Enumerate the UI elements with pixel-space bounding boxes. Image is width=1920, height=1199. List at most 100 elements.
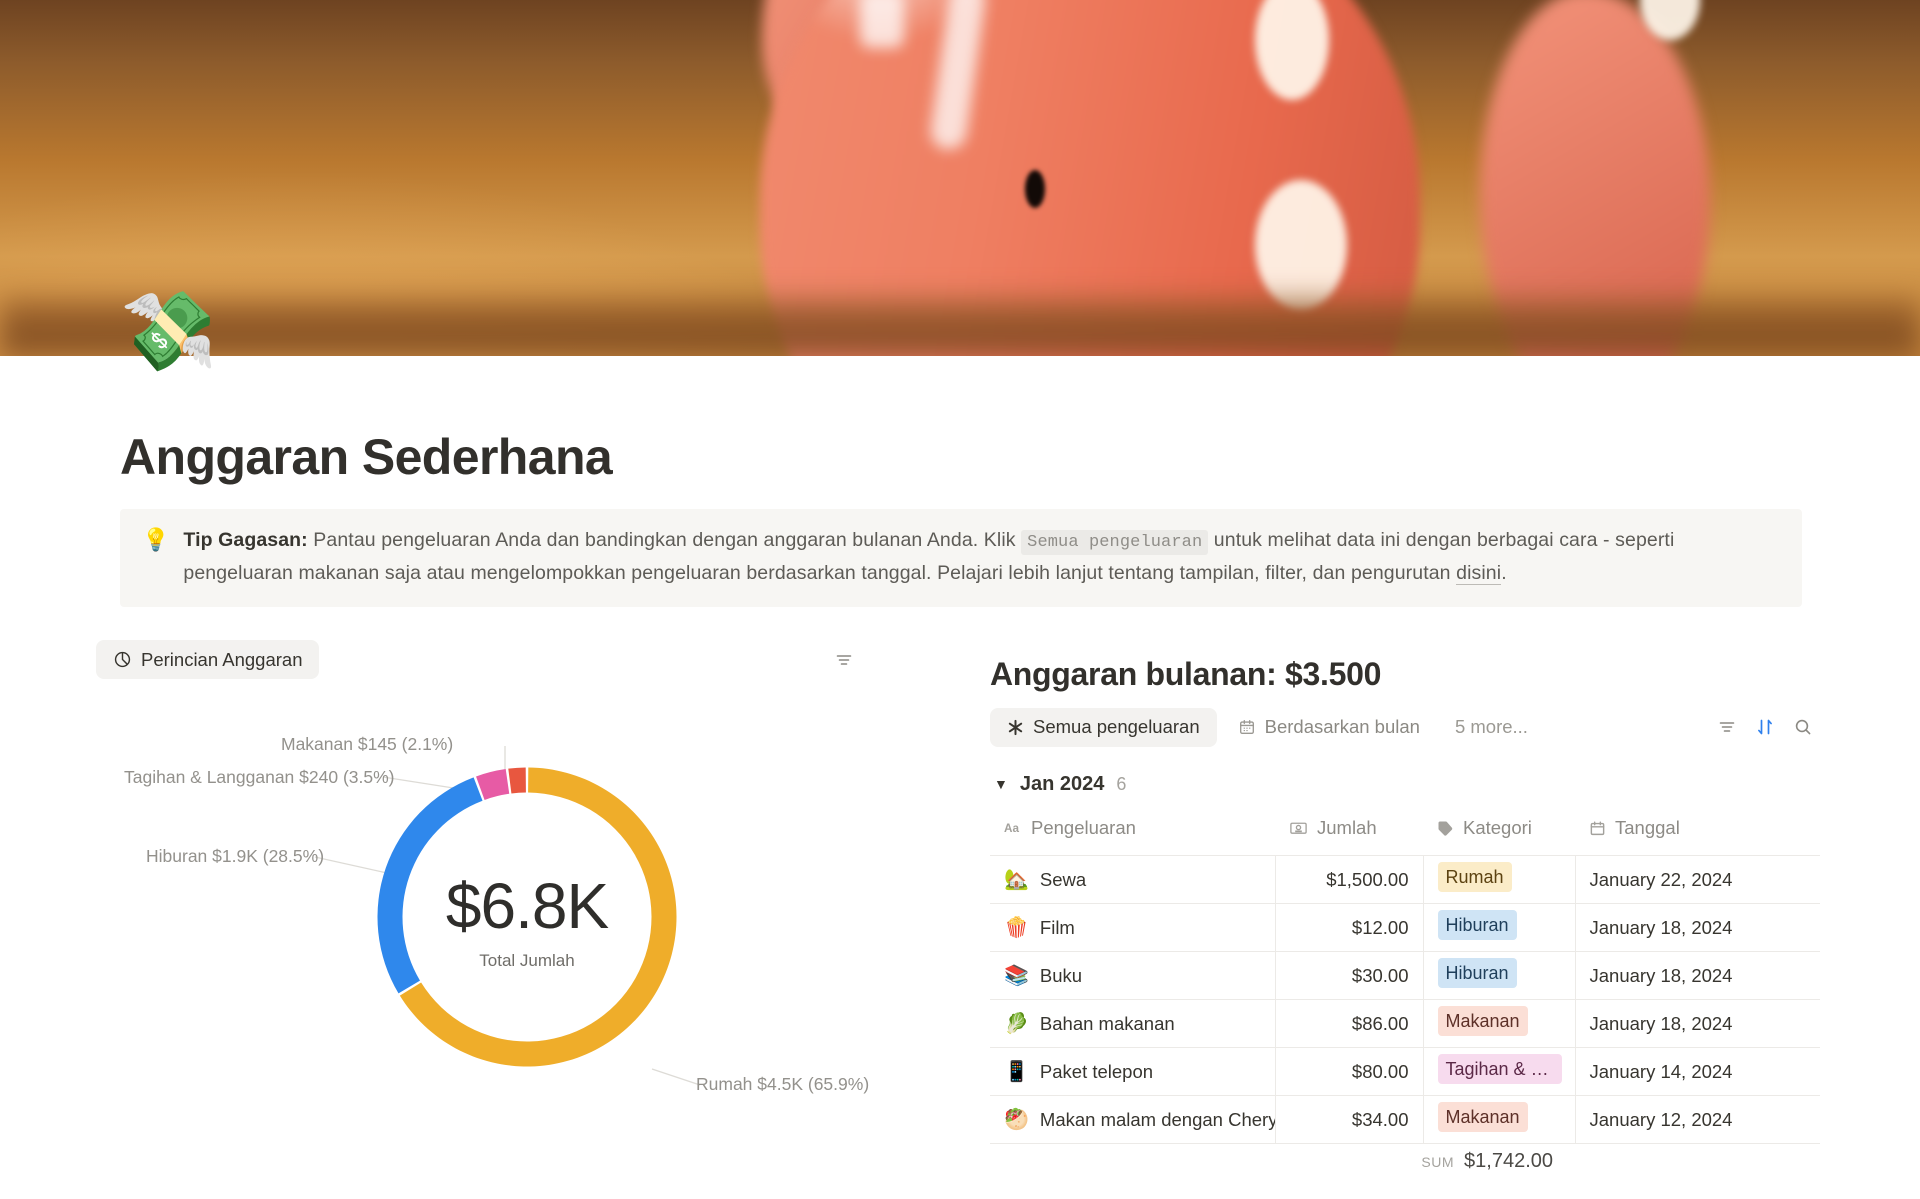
- category-tag: Hiburan: [1437, 958, 1517, 988]
- table-body: 🏡 Sewa $1,500.00 Rumah January 22, 2024 🍿 Film…: [990, 855, 1820, 1144]
- table-row[interactable]: 🏡 Sewa $1,500.00 Rumah January 22, 2024: [990, 855, 1820, 904]
- more-views-button[interactable]: 5 more...: [1454, 716, 1528, 737]
- cell-tanggal[interactable]: January 14, 2024: [1575, 1047, 1820, 1096]
- cell-tanggal[interactable]: January 22, 2024: [1575, 855, 1820, 904]
- cell-tanggal[interactable]: January 18, 2024: [1575, 999, 1820, 1048]
- page-emoji-icon[interactable]: 💸: [120, 287, 218, 375]
- cell-jumlah[interactable]: $34.00: [1275, 1095, 1424, 1144]
- cell-kategori[interactable]: Hiburan: [1423, 903, 1576, 952]
- slice-label-rumah: Rumah $4.5K (65.9%): [696, 1074, 870, 1094]
- donut-chart-svg: [314, 746, 701, 1086]
- pie-chart-icon: [113, 650, 132, 669]
- sum-value[interactable]: $1,742.00: [1464, 1150, 1553, 1172]
- row-name: Sewa: [1039, 868, 1087, 890]
- column-header-jumlah[interactable]: Jumlah: [1275, 811, 1423, 856]
- column-label: Kategori: [1463, 817, 1532, 838]
- group-name: Jan 2024: [1019, 772, 1105, 795]
- category-tag: Makanan: [1437, 1102, 1528, 1132]
- cell-pengeluaran[interactable]: 📱 Paket telepon: [990, 1047, 1276, 1096]
- cell-pengeluaran[interactable]: 🥬 Bahan makanan: [990, 999, 1276, 1048]
- chevron-down-icon[interactable]: ▼: [994, 776, 1008, 792]
- row-name: Buku: [1039, 964, 1083, 986]
- tip-callout-label: Tip Gagasan:: [183, 529, 308, 551]
- database-panel: Anggaran bulanan: $3.500 Semua pengeluar…: [990, 656, 1820, 1173]
- donut-chart: $6.8K Total Jumlah Makanan $145 (2.1%) T…: [96, 724, 944, 1144]
- chart-toolbar: Perincian Anggaran: [96, 640, 944, 679]
- cell-pengeluaran[interactable]: 🏡 Sewa: [990, 855, 1276, 904]
- cell-pengeluaran[interactable]: 🥙 Makan malam dengan Cheryl: [990, 1095, 1276, 1144]
- svg-text:Aa: Aa: [1004, 822, 1019, 835]
- column-label: Pengeluaran: [1031, 817, 1136, 838]
- group-header-jan-2024[interactable]: ▼ Jan 2024 6: [990, 767, 1820, 801]
- calendar-icon: [1238, 718, 1256, 736]
- piggy-snout: [1480, 0, 1710, 356]
- row-emoji-icon: 🏡: [1004, 869, 1029, 891]
- donut-slice-makanan[interactable]: [508, 767, 526, 794]
- donut-slice-tagihan-langganan[interactable]: [476, 769, 510, 800]
- tab-perincian-anggaran[interactable]: Perincian Anggaran: [96, 640, 320, 679]
- cell-kategori[interactable]: Rumah: [1423, 855, 1576, 904]
- cell-tanggal[interactable]: January 12, 2024: [1575, 1095, 1820, 1144]
- cell-jumlah[interactable]: $80.00: [1275, 1047, 1424, 1096]
- cell-jumlah[interactable]: $12.00: [1275, 903, 1424, 952]
- table-row[interactable]: 🥙 Makan malam dengan Cheryl $34.00 Makanan J…: [990, 1095, 1820, 1144]
- lightbulb-icon: 💡: [142, 527, 170, 552]
- cell-kategori[interactable]: Hiburan: [1423, 951, 1576, 1000]
- column-header-kategori[interactable]: Kategori: [1423, 811, 1575, 856]
- sum-row: SUM $1,742.00: [990, 1150, 1820, 1173]
- sort-icon[interactable]: [1748, 710, 1782, 744]
- cell-pengeluaran[interactable]: 🍿 Film: [990, 903, 1276, 952]
- cell-kategori[interactable]: Makanan: [1423, 1095, 1576, 1144]
- inline-code-semua-pengeluaran: Semua pengeluaran: [1021, 530, 1209, 555]
- tip-callout: 💡 Tip Gagasan: Pantau pengeluaran Anda d…: [120, 509, 1802, 607]
- donut-center-label: Total Jumlah: [479, 951, 575, 970]
- tab-semua-pengeluaran[interactable]: Semua pengeluaran: [990, 707, 1217, 747]
- table-row[interactable]: 📚 Buku $30.00 Hiburan January 18, 2024: [990, 951, 1820, 1000]
- filter-icon[interactable]: [834, 650, 944, 670]
- search-icon[interactable]: [1786, 710, 1820, 744]
- cell-kategori[interactable]: Makanan: [1423, 999, 1576, 1048]
- tip-callout-text: Tip Gagasan: Pantau pengeluaran Anda dan…: [183, 525, 1780, 589]
- row-name: Film: [1039, 916, 1075, 938]
- database-title: Anggaran bulanan: $3.500: [990, 656, 1382, 692]
- tab-berdasarkan-bulan[interactable]: Berdasarkan bulan: [1221, 708, 1437, 747]
- tip-text-part-2: untuk melihat data ini dengan berbagai c…: [183, 529, 1675, 584]
- slice-label-hiburan: Hiburan $1.9K (28.5%): [146, 846, 325, 866]
- row-emoji-icon: 🥬: [1004, 1013, 1029, 1035]
- page-title: Anggaran Sederhana: [120, 429, 613, 485]
- row-emoji-icon: 🍿: [1004, 917, 1029, 939]
- database-view-tabs: Semua pengeluaran Berdasarkan bulan 5 mo…: [990, 707, 1820, 747]
- donut-slice-hiburan[interactable]: [377, 777, 483, 994]
- slice-label-makanan: Makanan $145 (2.1%): [281, 734, 454, 754]
- tip-text-part-3: .: [1501, 562, 1507, 584]
- column-header-pengeluaran[interactable]: Aa Pengeluaran: [990, 811, 1275, 856]
- group-count: 6: [1116, 773, 1127, 794]
- column-header-tanggal[interactable]: Tanggal: [1575, 811, 1820, 856]
- table-row[interactable]: 🍿 Film $12.00 Hiburan January 18, 2024: [990, 903, 1820, 952]
- row-emoji-icon: 🥙: [1004, 1109, 1029, 1131]
- cell-tanggal[interactable]: January 18, 2024: [1575, 951, 1820, 1000]
- cell-kategori[interactable]: Tagihan & La...: [1423, 1047, 1576, 1096]
- row-emoji-icon: 📚: [1004, 965, 1029, 987]
- tab-label: Semua pengeluaran: [1033, 716, 1200, 737]
- category-tag: Hiburan: [1437, 910, 1517, 940]
- table-row[interactable]: 🥬 Bahan makanan $86.00 Makanan January 18, 2…: [990, 999, 1820, 1048]
- table-row[interactable]: 📱 Paket telepon $80.00 Tagihan & La... Janua…: [990, 1047, 1820, 1096]
- tip-learn-more-link[interactable]: disini: [1456, 562, 1502, 585]
- cell-jumlah[interactable]: $30.00: [1275, 951, 1424, 1000]
- tab-label: Perincian Anggaran: [141, 648, 303, 670]
- row-name: Bahan makanan: [1039, 1012, 1175, 1034]
- row-emoji-icon: 📱: [1004, 1061, 1029, 1083]
- cell-jumlah[interactable]: $1,500.00: [1275, 855, 1424, 904]
- cover-highlight: [860, 0, 904, 48]
- text-type-icon: Aa: [1004, 821, 1022, 835]
- table-header-row: Aa Pengeluaran: [990, 811, 1820, 856]
- cell-tanggal[interactable]: January 18, 2024: [1575, 903, 1820, 952]
- cell-pengeluaran[interactable]: 📚 Buku: [990, 951, 1276, 1000]
- cell-jumlah[interactable]: $86.00: [1275, 999, 1424, 1048]
- filter-icon[interactable]: [1710, 710, 1744, 744]
- column-label: Jumlah: [1317, 817, 1377, 838]
- piggy-dot: [1255, 180, 1347, 310]
- donut-center-value: $6.8K: [445, 870, 609, 942]
- sum-label: SUM: [1421, 1154, 1455, 1170]
